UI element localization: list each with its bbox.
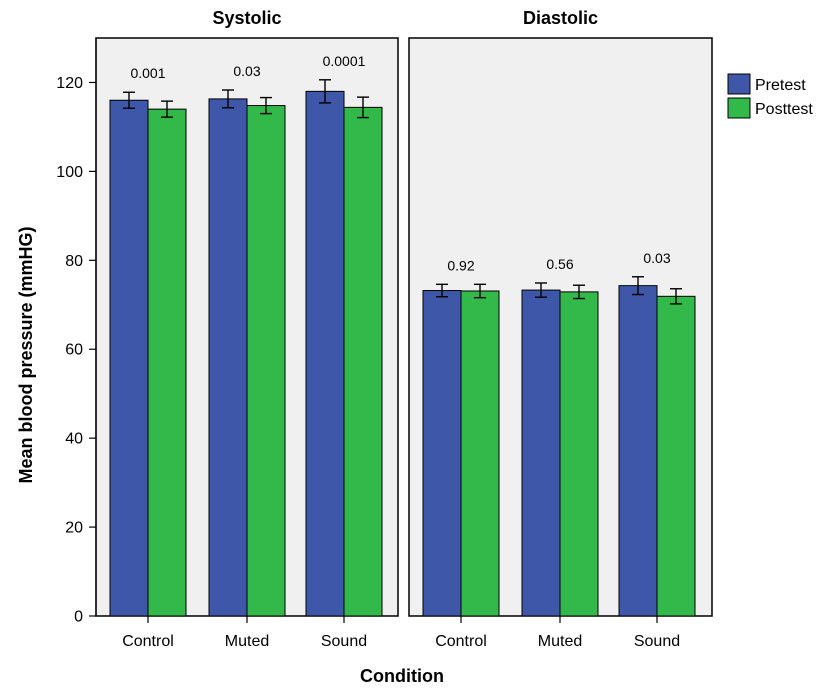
y-axis-title: Mean blood pressure (mmHG) xyxy=(16,226,36,483)
legend-swatch xyxy=(727,73,751,95)
p-value-label: 0.001 xyxy=(130,65,165,81)
legend-item-pretest: Pretest xyxy=(727,73,806,95)
p-value-label: 0.0001 xyxy=(323,53,366,69)
error-bar xyxy=(123,91,135,109)
bar-posttest xyxy=(460,290,500,617)
bar-posttest xyxy=(147,108,187,617)
p-value-label: 0.03 xyxy=(233,63,260,79)
y-tick-label: 60 xyxy=(65,342,83,359)
x-tick-label: Sound xyxy=(634,633,680,650)
bar-posttest xyxy=(559,291,599,617)
error-bar xyxy=(357,96,369,119)
panel-diastolic: Diastolic Control 0.92 Muted 0.56 Sound 0.03 xyxy=(408,8,713,650)
bar-pretest xyxy=(618,285,658,617)
error-bar xyxy=(573,284,585,300)
x-axis-title: Condition xyxy=(360,666,444,686)
y-tick-label: 40 xyxy=(65,431,83,448)
error-bar xyxy=(161,100,173,118)
legend-label: Pretest xyxy=(755,77,806,94)
x-tick-label: Control xyxy=(435,633,487,650)
p-value-label: 0.56 xyxy=(546,256,573,272)
bar-pretest xyxy=(305,90,345,617)
legend-label: Posttest xyxy=(755,101,813,118)
bar-posttest xyxy=(343,106,383,617)
legend-item-posttest: Posttest xyxy=(727,97,813,119)
error-bar xyxy=(474,283,486,299)
x-tick-label: Sound xyxy=(321,633,367,650)
panel-systolic: Systolic Control 0.001 Muted 0.03 Sound 0.0001 xyxy=(95,8,399,650)
bar-pretest xyxy=(208,98,248,617)
bar-pretest xyxy=(422,290,462,617)
error-bar xyxy=(535,282,547,298)
error-bar xyxy=(436,283,448,298)
p-value-label: 0.92 xyxy=(447,257,474,273)
bar-posttest xyxy=(246,105,286,617)
legend-swatch xyxy=(727,97,751,119)
p-value-label: 0.03 xyxy=(643,250,670,266)
x-tick-label: Muted xyxy=(538,633,582,650)
y-tick-label: 80 xyxy=(65,253,83,270)
y-tick-label: 100 xyxy=(56,164,83,181)
x-tick-label: Muted xyxy=(225,633,269,650)
chart-panels: Systolic Control 0.001 Muted 0.03 Sound 0.0001… xyxy=(95,8,713,650)
error-bar xyxy=(670,288,682,305)
bar-pretest xyxy=(109,99,149,617)
panel-title: Systolic xyxy=(212,8,281,28)
error-bar xyxy=(222,89,234,109)
error-bar xyxy=(632,276,644,296)
panel-title: Diastolic xyxy=(523,8,598,28)
y-tick-label: 20 xyxy=(65,520,83,537)
y-axis: 0 20 40 60 80 100 120 xyxy=(56,38,97,626)
bar-pretest xyxy=(521,289,561,617)
legend: Pretest Posttest xyxy=(727,73,813,119)
bar-posttest xyxy=(656,295,696,617)
error-bar xyxy=(319,79,331,104)
y-tick-label: 0 xyxy=(74,609,83,626)
y-tick-label: 120 xyxy=(56,75,83,92)
error-bar xyxy=(260,96,272,115)
x-tick-label: Control xyxy=(122,633,174,650)
